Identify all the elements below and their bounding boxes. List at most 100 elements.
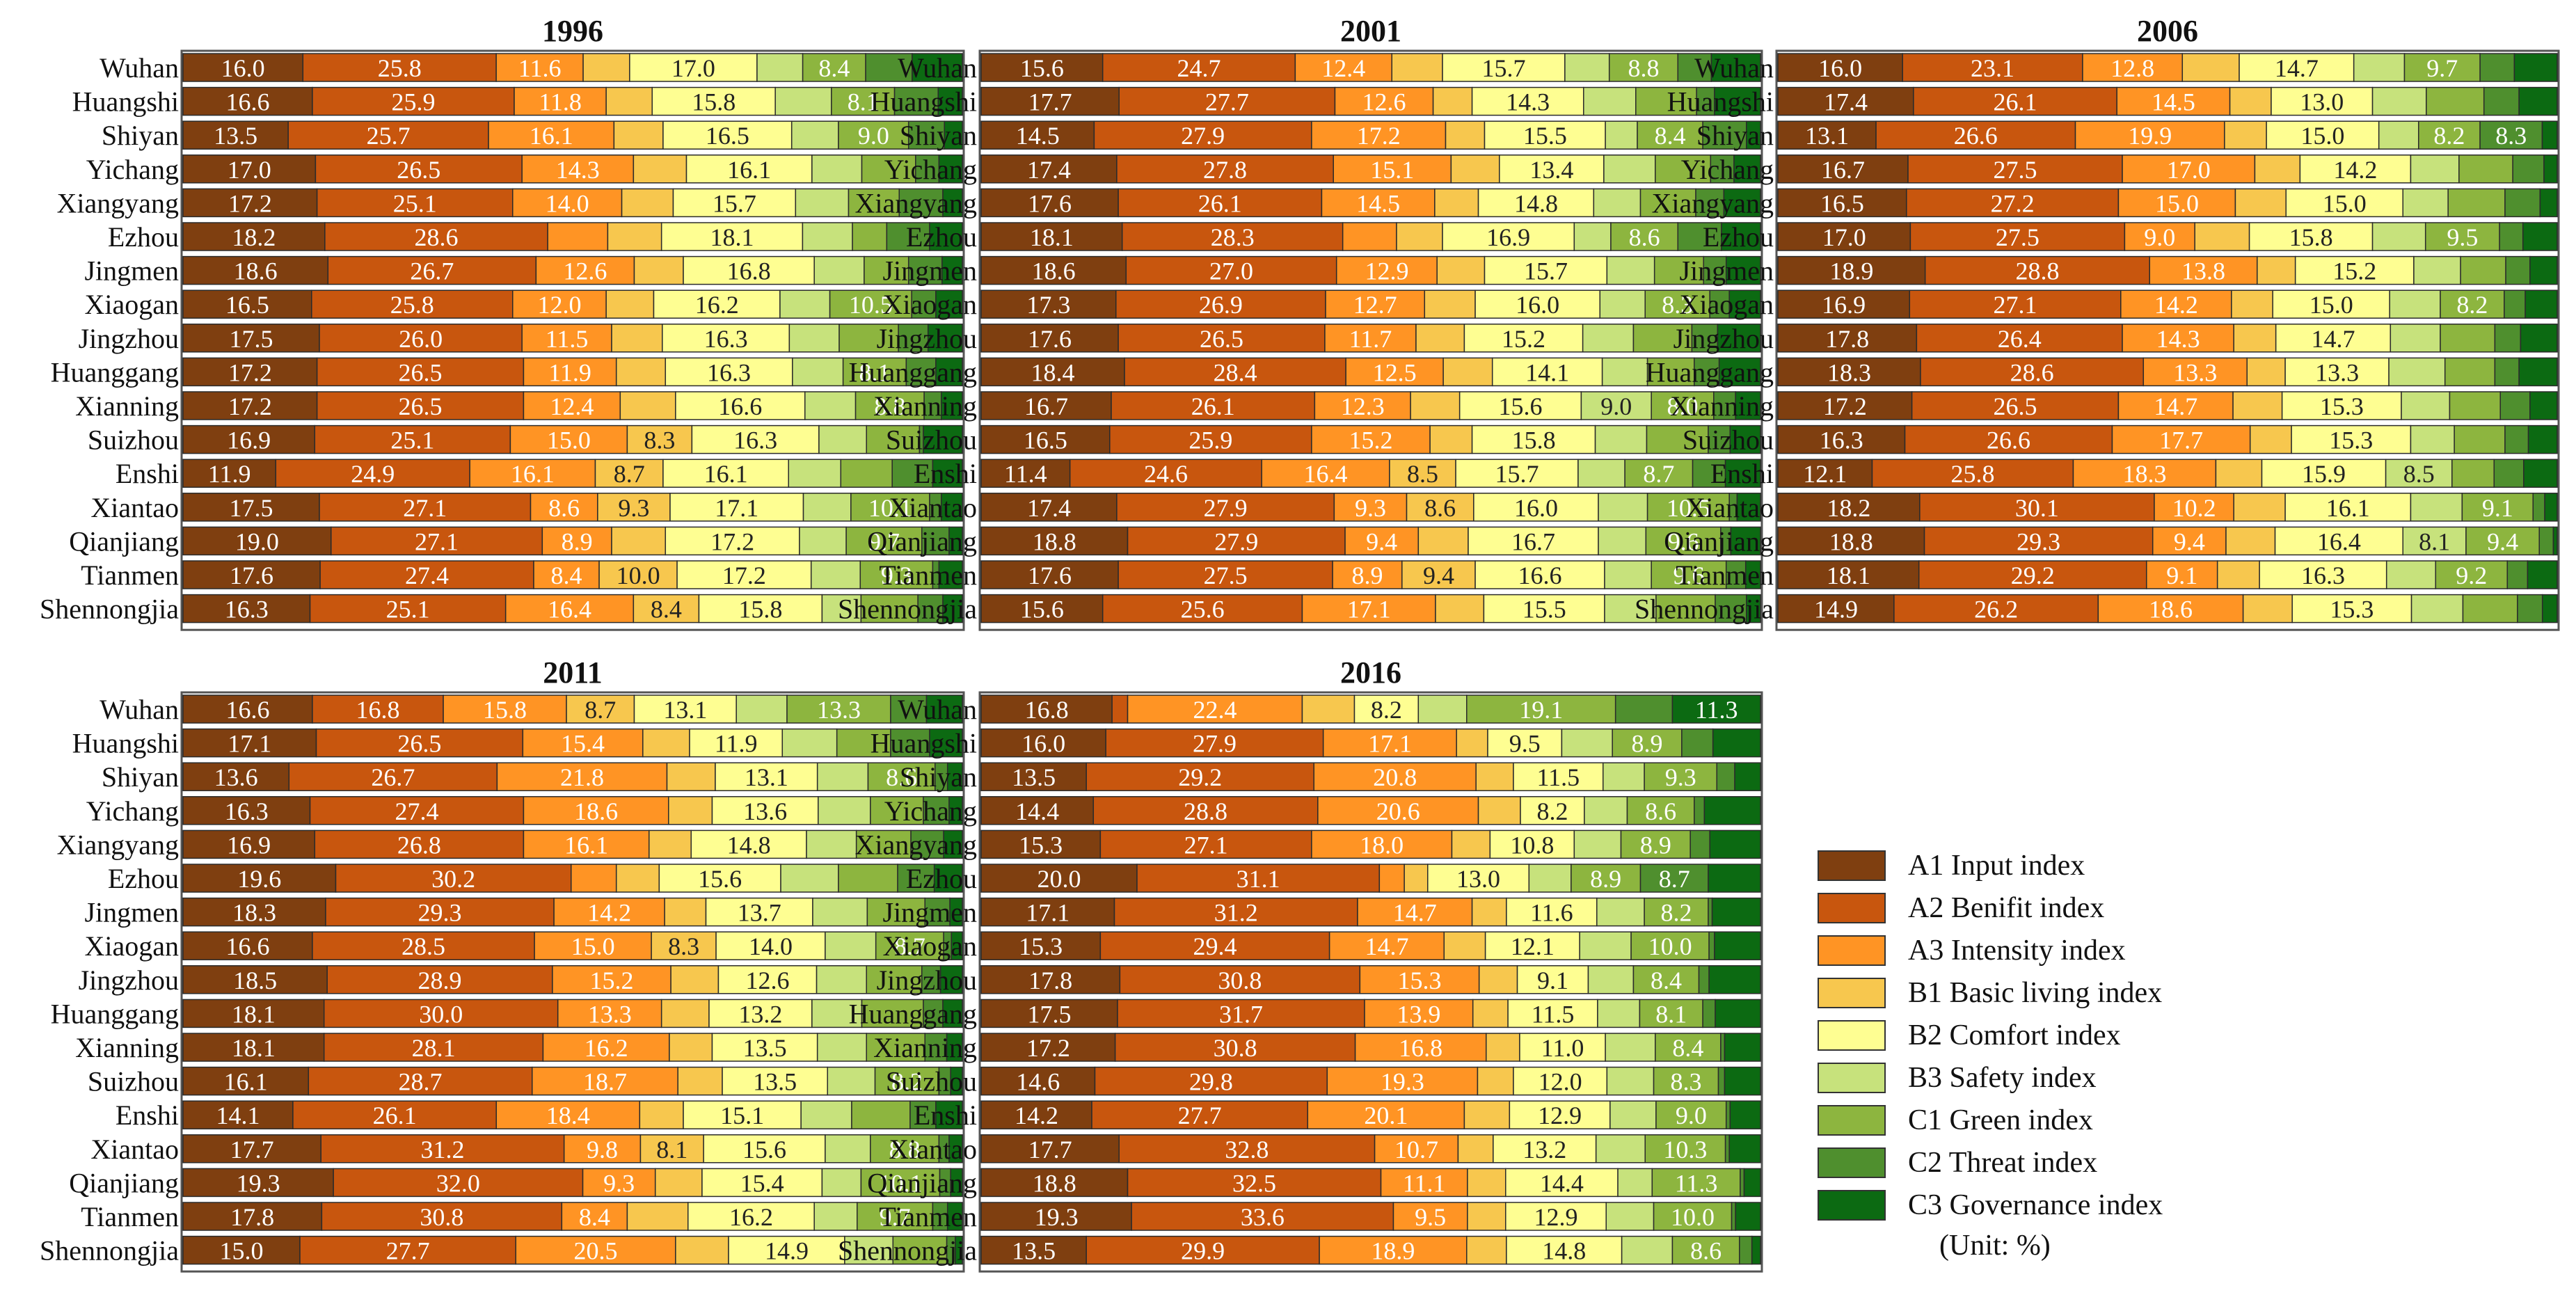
bar-segment-c1 (1655, 154, 1712, 184)
data-label: 8.8 (1628, 54, 1660, 82)
bar-segment-c2 (865, 53, 913, 82)
data-label: 24.9 (351, 460, 395, 488)
category-label: Huanggang (849, 998, 977, 1029)
bar-segment-a3 (523, 829, 650, 859)
data-label: 11.3 (1675, 1169, 1718, 1197)
bar-segment-b3 (1603, 154, 1656, 184)
bar-segment-a2 (1923, 526, 2154, 556)
data-label: 27.5 (1996, 223, 2040, 251)
category-label: Xiangyang (854, 187, 977, 219)
bar-segment-a2 (1093, 120, 1312, 150)
bar-segment-b2 (658, 864, 781, 893)
bar-segment-a2 (1092, 796, 1319, 825)
bar-segment-b2 (1505, 1168, 1619, 1198)
data-label: 8.6 (1424, 494, 1456, 522)
bar-segment-c3 (2525, 289, 2558, 319)
bar-segment-a2 (309, 796, 525, 825)
bar-segment-a2 (1117, 999, 1365, 1028)
data-label: 28.3 (1211, 223, 1255, 251)
category-label: Xiangyang (56, 829, 179, 860)
data-label: 9.3 (603, 1169, 635, 1197)
data-label: 16.9 (1822, 291, 1866, 319)
bar-segment-b1 (2216, 560, 2260, 589)
category-label: Shiyan (900, 120, 977, 151)
bar-segment-a2 (1111, 391, 1316, 420)
bar-segment-c1 (802, 53, 866, 82)
bar-segment-a1 (980, 424, 1111, 454)
bar-segment-b3 (779, 289, 831, 319)
data-label: 14.6 (1016, 1068, 1060, 1096)
data-label: 30.8 (1218, 967, 1262, 994)
category-label: Huanggang (51, 356, 179, 388)
category-label: Xianning (873, 1032, 977, 1063)
bar-segment-c1 (2426, 86, 2485, 116)
data-label: 8.2 (2433, 122, 2465, 150)
data-label: 16.7 (1821, 156, 1865, 184)
legend-item-a1: A1 Input index (1818, 844, 2163, 887)
bar-segment-b3 (2410, 424, 2455, 454)
data-label: 11.4 (1004, 460, 1047, 488)
bar-segment-c3 (2522, 222, 2558, 251)
data-label: 11.5 (546, 325, 589, 353)
legend-item-b3: B3 Safety index (1818, 1056, 2163, 1099)
bar-segment-c2 (1710, 154, 1735, 184)
bar-segment-c3 (2541, 120, 2558, 150)
category-label: Wuhan (898, 694, 977, 725)
bar-segment-c1 (2440, 324, 2496, 353)
data-label: 17.2 (228, 392, 272, 420)
legend-item-c2: C2 Threat index (1818, 1141, 2163, 1184)
category-label: Xiantao (90, 1134, 179, 1165)
data-label: 26.2 (1974, 596, 2018, 623)
data-label: 9.5 (1415, 1203, 1446, 1231)
data-label: 8.1 (656, 1136, 687, 1163)
data-label: 16.1 (511, 460, 555, 488)
data-label: 25.7 (367, 122, 411, 150)
bar-segment-a1 (980, 1033, 1116, 1062)
data-label: 19.9 (2128, 122, 2172, 150)
bar-segment-c1 (1651, 1168, 1741, 1198)
bar-segment-b3 (2413, 255, 2461, 285)
data-label: 26.5 (397, 156, 440, 184)
bar-segment-b3 (800, 1100, 852, 1129)
bar-segment-b3 (1605, 1033, 1656, 1062)
bar-segment-a3 (523, 391, 621, 420)
data-label: 13.6 (743, 797, 787, 825)
data-label: 33.6 (1241, 1203, 1285, 1231)
data-label: 16.0 (1514, 494, 1558, 522)
bar-segment-b1 (666, 762, 716, 791)
bar-segment-c1 (867, 762, 936, 791)
bar-segment-b3 (1599, 289, 1646, 319)
bar-segment-b3 (1593, 188, 1641, 218)
bar-segment-b1 (2229, 86, 2272, 116)
bar-segment-b2 (687, 1202, 815, 1231)
legend-swatch (1818, 1147, 1886, 1178)
bar-segment-b1 (1436, 255, 1486, 285)
bar-segment-a2 (316, 357, 525, 387)
bar-segment-b2 (660, 222, 804, 251)
bar-segment-a2 (287, 120, 489, 150)
category-label: Xiangyang (854, 829, 977, 860)
bar-segment-a1 (182, 1100, 294, 1129)
data-label: 31.2 (1214, 899, 1258, 927)
bar-segment-b1 (633, 154, 687, 184)
bar-segment-a2 (314, 829, 525, 859)
data-label: 12.6 (746, 967, 790, 994)
data-label: 18.5 (233, 967, 277, 994)
bar-segment-c2 (1725, 1100, 1731, 1129)
bar-segment-c1 (1608, 53, 1679, 82)
data-label: 32.0 (436, 1169, 480, 1197)
data-label: 28.8 (2015, 257, 2059, 285)
bar-segment-b2 (2272, 289, 2390, 319)
bar-segment-b3 (774, 86, 832, 116)
bar-segment-c3 (938, 154, 963, 184)
bar-segment-c3 (942, 594, 963, 623)
data-label: 17.0 (2167, 156, 2211, 184)
bar-segment-c2 (897, 864, 935, 893)
bar-segment-c1 (2447, 188, 2506, 218)
bar-segment-a2 (1913, 86, 2117, 116)
bar-segment-a1 (980, 594, 1104, 623)
bar-segment-a2 (1118, 324, 1326, 353)
category-label: Jingmen (1679, 255, 1774, 287)
bar-segment-a2 (323, 999, 559, 1028)
